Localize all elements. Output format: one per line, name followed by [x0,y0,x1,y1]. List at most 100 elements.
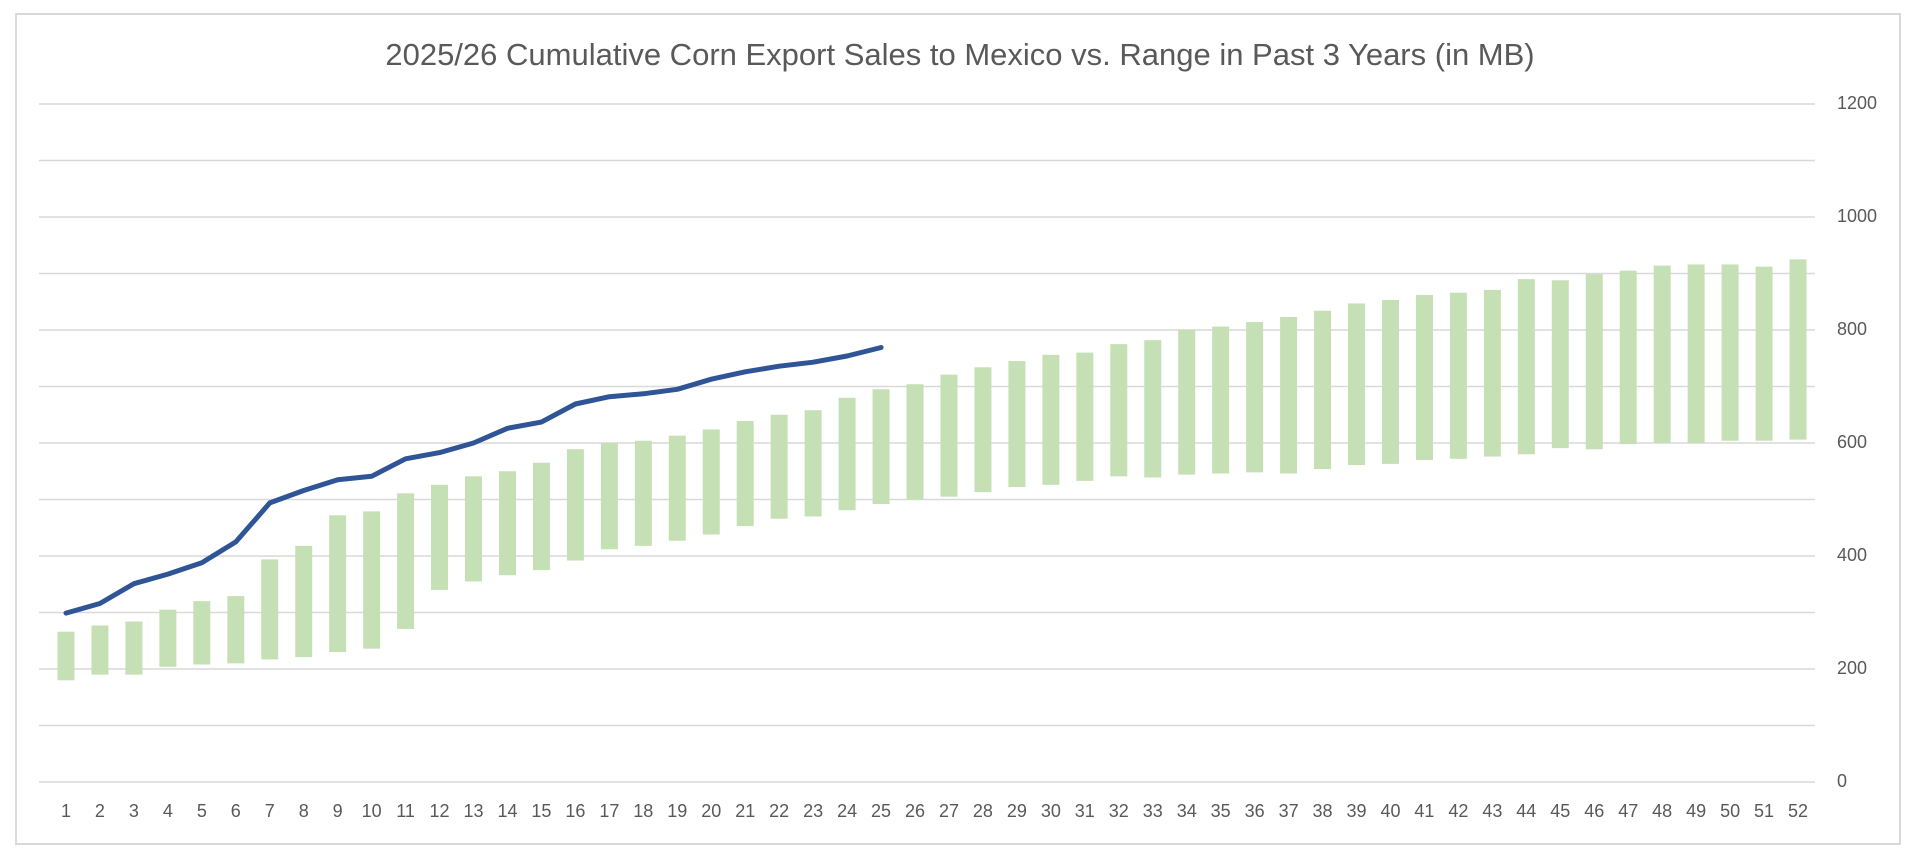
x-tick-label: 33 [1143,801,1163,821]
x-tick-label: 39 [1347,801,1367,821]
x-tick-label: 10 [362,801,382,821]
y-tick-label: 200 [1837,658,1867,678]
y-tick-label: 0 [1837,771,1847,791]
x-tick-label: 5 [197,801,207,821]
x-tick-label: 25 [871,801,891,821]
x-tick-label: 12 [430,801,450,821]
x-tick-label: 16 [565,801,585,821]
range-bar [91,625,109,675]
x-tick-label: 51 [1754,801,1774,821]
range-bar [1585,274,1603,450]
range-bar [872,389,890,505]
x-tick-label: 49 [1686,801,1706,821]
y-tick-label: 400 [1837,545,1867,565]
x-tick-label: 44 [1516,801,1536,821]
range-bar [906,384,924,500]
range-bar [1076,352,1094,481]
range-bar [159,609,177,667]
x-tick-label: 43 [1482,801,1502,821]
range-bar [668,435,686,541]
range-bar [57,631,75,681]
x-tick-label: 32 [1109,801,1129,821]
range-bar [1789,259,1807,440]
range-bar [1721,264,1739,441]
x-tick-label: 8 [299,801,309,821]
x-tick-label: 35 [1211,801,1231,821]
x-tick-label: 19 [667,801,687,821]
range-bar [363,511,381,649]
range-bar [838,397,856,511]
x-tick-label: 9 [333,801,343,821]
x-tick-label: 11 [396,801,415,821]
range-bar [1008,361,1026,488]
range-bar [804,410,822,517]
x-tick-label: 48 [1652,801,1672,821]
range-bar [125,621,143,675]
x-tick-label: 36 [1245,801,1265,821]
range-bar [1280,317,1298,474]
range-bar [1551,280,1569,449]
x-tick-label: 38 [1313,801,1333,821]
x-tick-label: 18 [633,801,653,821]
x-tick-label: 40 [1380,801,1400,821]
x-tick-label: 21 [735,801,755,821]
range-bar [940,374,958,497]
range-bar [1246,322,1264,473]
range-bar [1449,292,1467,459]
chart-border [15,13,1901,845]
x-tick-label: 37 [1279,801,1299,821]
x-tick-label: 46 [1584,801,1604,821]
range-bar [634,440,652,546]
range-bar [1415,294,1433,460]
range-bar [295,545,313,658]
range-bar [1381,300,1399,464]
x-tick-label: 31 [1075,801,1095,821]
x-tick-label: 7 [265,801,275,821]
x-tick-label: 50 [1720,801,1740,821]
range-bar [329,515,347,653]
x-tick-label: 3 [129,801,139,821]
y-tick-label: 1000 [1837,206,1877,226]
range-bar [1178,329,1196,475]
range-bar [974,367,992,493]
x-tick-label: 52 [1788,801,1808,821]
x-tick-label: 23 [803,801,823,821]
x-tick-label: 34 [1177,801,1197,821]
range-bar [1110,344,1128,477]
x-tick-label: 41 [1414,801,1434,821]
y-tick-label: 1200 [1837,93,1877,113]
line-series [63,345,884,616]
x-tick-label: 14 [497,801,517,821]
x-tick-label: 42 [1448,801,1468,821]
x-tick-label: 27 [939,801,959,821]
range-bar [465,476,483,582]
range-bar [1619,270,1637,445]
range-bar [193,601,211,665]
x-tick-label: 20 [701,801,721,821]
x-tick-label: 22 [769,801,789,821]
x-tick-label: 1 [61,801,71,821]
range-bar [431,484,449,590]
range-bar [702,429,720,535]
range-bar [1212,326,1230,474]
y-tick-label: 800 [1837,319,1867,339]
x-tick-label: 26 [905,801,925,821]
x-tick-label: 13 [464,801,484,821]
range-bar [600,443,618,550]
range-bar [227,596,245,664]
x-tick-label: 45 [1550,801,1570,821]
x-tick-label: 47 [1618,801,1638,821]
range-bar [770,414,788,519]
range-bar [397,493,415,629]
x-tick-label: 4 [163,801,173,821]
range-bar [566,449,584,561]
range-bar [532,462,550,571]
range-bar [1144,340,1162,478]
x-tick-label: 29 [1007,801,1027,821]
x-tick-label: 2 [95,801,105,821]
range-bar [1687,264,1705,443]
x-tick-label: 28 [973,801,993,821]
x-tick-label: 24 [837,801,857,821]
range-bar [1042,354,1060,485]
